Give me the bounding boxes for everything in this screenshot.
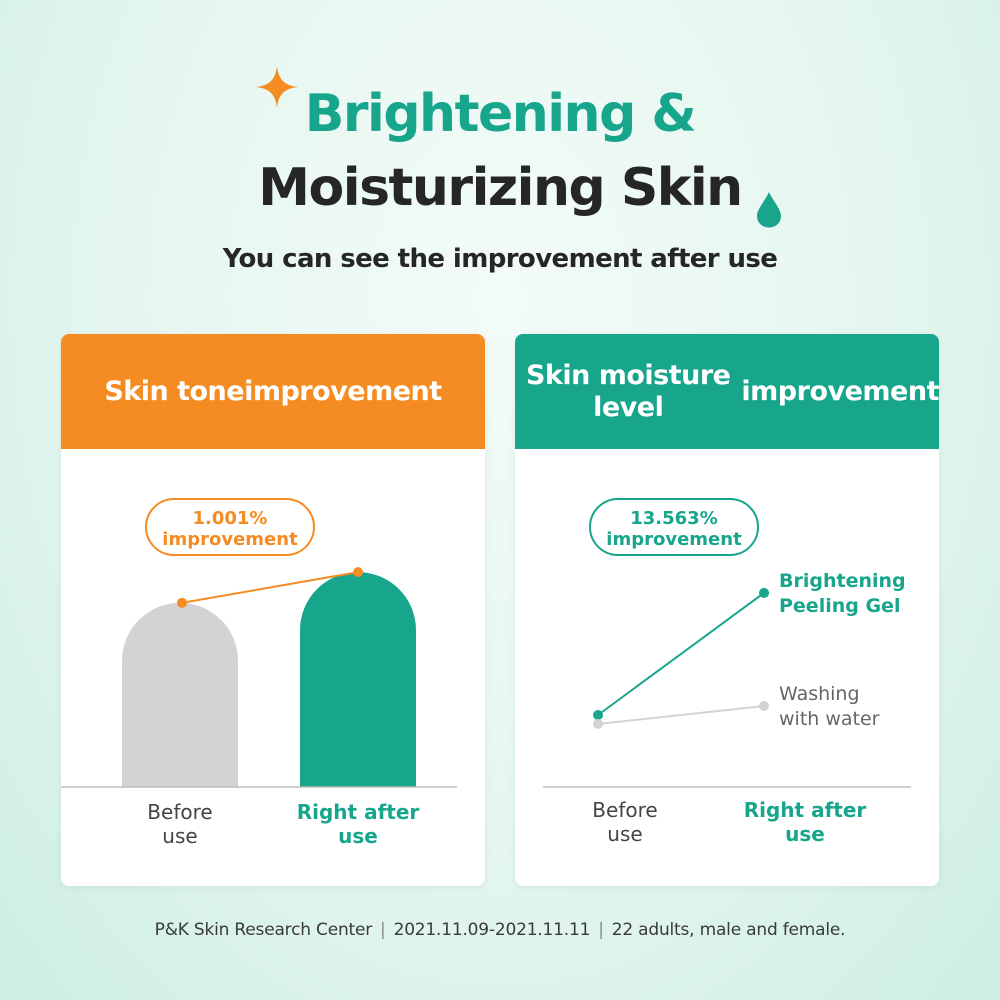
skin-moisture-x-tick-label: Before xyxy=(592,798,657,822)
skin-tone-trend-line xyxy=(181,571,359,604)
skin-tone-bar xyxy=(122,602,238,787)
skin-moisture-series-label: Washing xyxy=(779,683,860,705)
skin-moisture-x-tick-label: Right after xyxy=(744,798,867,822)
skin-moisture-x-tick-label: use xyxy=(785,822,825,846)
water-drop-icon xyxy=(757,192,781,228)
title-line-1: Brightening & xyxy=(304,84,697,144)
skin-moisture-chart: Brightening Peeling Gel Washing with water 1… xyxy=(543,498,911,846)
skin-moisture-point xyxy=(593,719,603,729)
skin-tone-x-tick-label: use xyxy=(162,824,197,848)
skin-moisture-card-title: Skin moisture level improvement xyxy=(515,334,939,449)
source-footer: P&K Skin Research Center | 2021.11.09-2021… xyxy=(0,920,1000,940)
title-line-2: Moisturizing Skin xyxy=(258,158,743,218)
skin-moisture-badge-text: improvement xyxy=(606,529,742,550)
footer-source: P&K Skin Research Center xyxy=(154,920,373,940)
footer-separator: | xyxy=(380,920,386,940)
skin-tone-title-line-1: Skin tone xyxy=(104,375,245,407)
skin-tone-card: Skin tone improvement 1.001% improvement B… xyxy=(61,334,485,886)
skin-tone-point xyxy=(177,597,187,608)
skin-moisture-badge-text: 13.563% xyxy=(630,508,718,529)
skin-tone-bar xyxy=(300,572,416,787)
skin-moisture-series-line xyxy=(597,705,765,725)
skin-tone-badge xyxy=(145,498,315,556)
subtitle: You can see the improvement after use xyxy=(222,244,778,274)
skin-tone-x-tick-label: Before xyxy=(147,800,212,824)
footer-subjects: 22 adults, male and female. xyxy=(611,920,846,940)
skin-tone-badge-text: 1.001% xyxy=(193,508,268,529)
skin-moisture-card: Skin moisture level improvement Brighten… xyxy=(515,334,939,886)
skin-tone-x-tick-label: Right after xyxy=(297,800,420,824)
skin-tone-point xyxy=(353,567,363,578)
skin-moisture-series-label: Brightening xyxy=(779,570,906,592)
skin-moisture-point xyxy=(593,710,603,720)
skin-tone-card-title: Skin tone improvement xyxy=(61,334,485,449)
sparkle-icon xyxy=(256,66,298,108)
skin-moisture-title-line-1: Skin moisture level xyxy=(525,359,731,423)
skin-moisture-point xyxy=(759,701,769,711)
skin-moisture-title-line-2: improvement xyxy=(741,375,939,407)
skin-moisture-series-label: with water xyxy=(779,708,880,730)
skin-moisture-series-label: Peeling Gel xyxy=(779,595,900,617)
skin-moisture-badge xyxy=(589,498,759,556)
skin-moisture-point xyxy=(759,587,769,598)
footer-period: 2021.11.09-2021.11.11 xyxy=(393,920,591,940)
skin-tone-badge-text: improvement xyxy=(162,529,298,550)
footer-separator: | xyxy=(598,920,604,940)
skin-tone-x-tick-label: use xyxy=(338,824,378,848)
skin-tone-title-line-2: improvement xyxy=(244,375,442,407)
skin-moisture-series-line xyxy=(597,592,765,716)
skin-moisture-x-tick-label: use xyxy=(607,822,642,846)
